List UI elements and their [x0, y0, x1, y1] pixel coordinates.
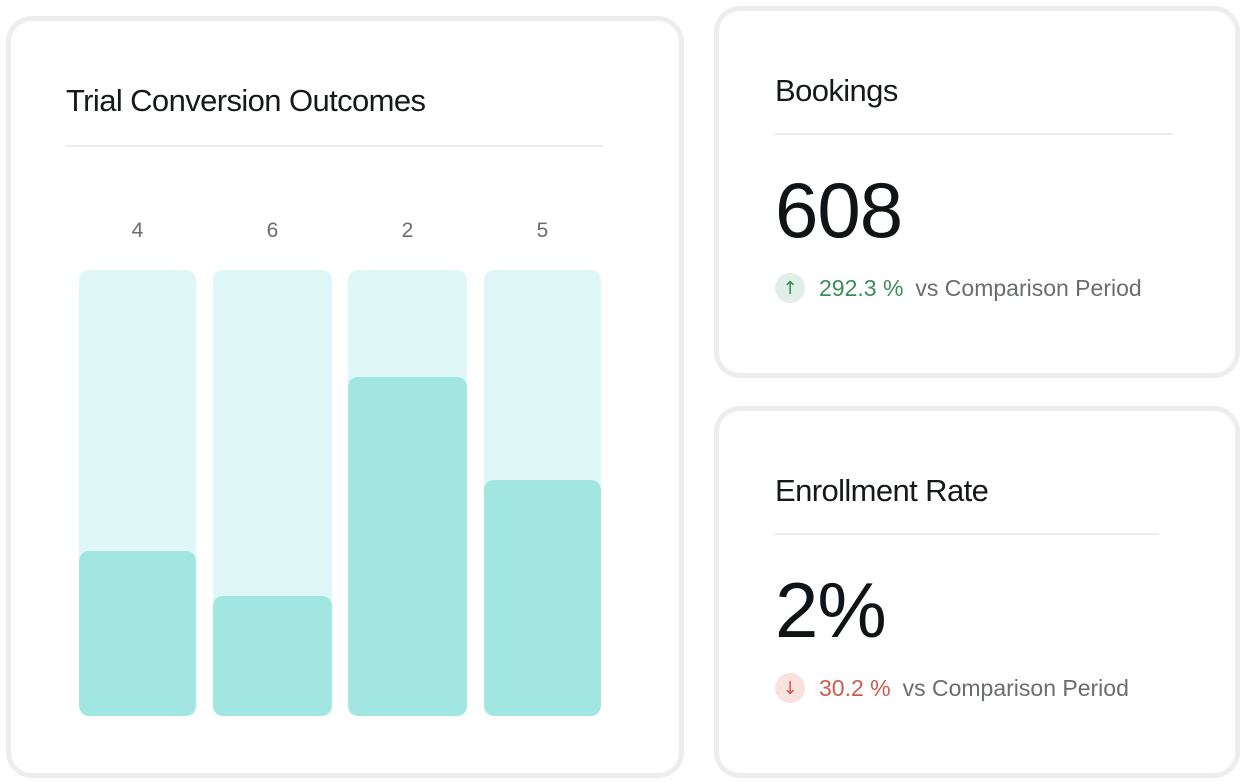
- bookings-title: Bookings: [775, 73, 898, 108]
- enrollment-change-pct: 30.2 %: [819, 674, 891, 701]
- bookings-change-pct: 292.3 %: [819, 274, 904, 301]
- arrow-down-icon: ↓: [775, 673, 805, 703]
- trial-conversion-card: Trial Conversion Outcomes 4 6 2 5: [6, 16, 684, 778]
- bookings-divider: [775, 133, 1173, 135]
- bar-label: 2: [401, 219, 414, 242]
- enrollment-rate-card: Enrollment Rate 2% ↓ 30.2 % vs Compariso…: [714, 406, 1240, 778]
- bar-track: [213, 270, 332, 716]
- bookings-value: 608: [775, 166, 903, 254]
- bar-label: 4: [131, 219, 144, 242]
- enrollment-comparison-label: vs Comparison Period: [902, 674, 1129, 701]
- bar: [79, 551, 196, 716]
- arrow-up-icon: ↑: [775, 273, 805, 303]
- bar-label: 5: [536, 219, 549, 242]
- enrollment-title: Enrollment Rate: [775, 473, 989, 508]
- bar-track: [348, 270, 467, 716]
- chart-divider: [66, 145, 603, 147]
- bookings-comparison-label: vs Comparison Period: [915, 274, 1142, 301]
- bar: [213, 596, 332, 716]
- enrollment-change: ↓ 30.2 % vs Comparison Period: [775, 673, 1129, 703]
- bookings-card: Bookings 608 ↑ 292.3 % vs Comparison Per…: [714, 6, 1240, 378]
- enrollment-value: 2%: [775, 566, 887, 654]
- bar: [484, 480, 601, 716]
- bar: [348, 377, 467, 716]
- bar-track: [484, 270, 601, 716]
- bookings-change: ↑ 292.3 % vs Comparison Period: [775, 273, 1142, 303]
- enrollment-divider: [775, 533, 1159, 535]
- chart-title: Trial Conversion Outcomes: [66, 83, 426, 118]
- bar-track: [79, 270, 196, 716]
- bar-label: 6: [266, 219, 279, 242]
